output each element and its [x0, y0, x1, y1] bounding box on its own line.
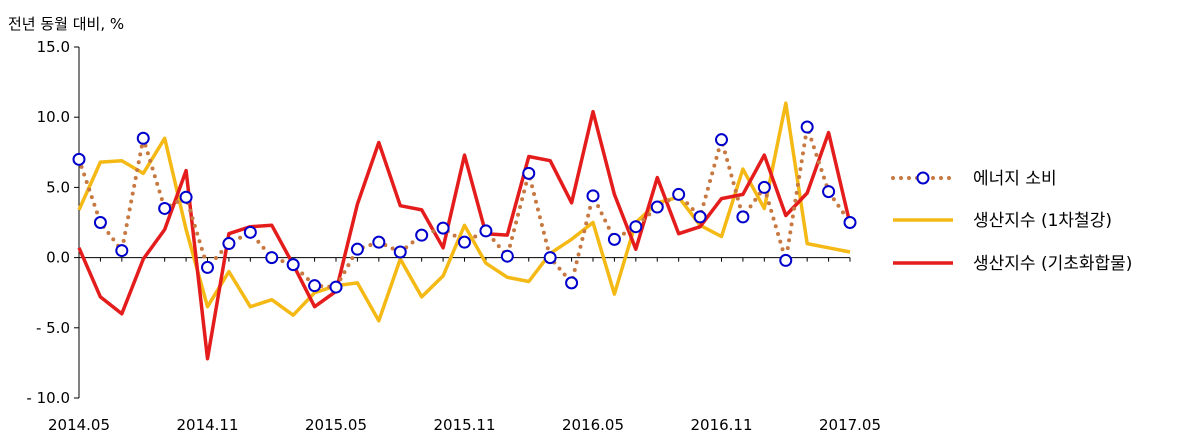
- series-point-energy: [393, 245, 407, 259]
- series-point-energy: [372, 235, 386, 249]
- series-point-energy: [329, 280, 343, 294]
- series-point-energy: [243, 225, 257, 239]
- series-point-energy: [93, 216, 107, 229]
- series-point-energy: [565, 276, 579, 290]
- series-point-energy: [522, 166, 536, 180]
- series-point-energy: [779, 253, 793, 267]
- x-tick-label: 2015.11: [433, 416, 495, 434]
- series-point-energy: [800, 120, 814, 134]
- series-point-energy: [500, 249, 514, 263]
- series-point-energy: [843, 216, 857, 229]
- legend-marker-energy: [916, 171, 930, 185]
- series-point-energy: [586, 189, 600, 203]
- series-point-energy: [222, 237, 236, 251]
- series-point-energy: [458, 235, 471, 249]
- series-point-energy: [158, 201, 172, 215]
- y-tick-label: - 5.0: [36, 319, 70, 337]
- y-unit-label: 전년 동월 대비, %: [8, 15, 124, 33]
- x-tick-label: 2015.05: [305, 416, 367, 434]
- x-tick-label: 2016.05: [562, 416, 624, 434]
- series-point-energy: [286, 258, 300, 272]
- series-line-chemical: [77, 109, 852, 361]
- y-tick-label: 5.0: [46, 178, 70, 196]
- legend-label-energy: 에너지 소비: [973, 169, 1057, 189]
- series-point-energy: [115, 244, 129, 258]
- series-point-energy: [72, 152, 86, 166]
- series-point-energy: [265, 251, 279, 265]
- x-tick-label: 2014.11: [176, 416, 238, 434]
- series-point-energy: [479, 224, 493, 238]
- series-point-energy: [308, 279, 322, 293]
- series-point-energy: [757, 180, 771, 194]
- series-point-energy: [543, 251, 557, 265]
- y-tick-label: 0.0: [46, 249, 70, 267]
- legend-label-steel: 생산지수 (1차철강): [973, 211, 1112, 231]
- x-tick-label: 2016.11: [690, 416, 752, 434]
- axes: 15.0 10.0 5.0 0.0 - 5.0 - 10.0 2014.05 2014.11 2…: [26, 38, 881, 434]
- series-point-energy: [629, 220, 643, 234]
- series-point-energy: [436, 221, 450, 235]
- series-point-energy: [136, 131, 150, 145]
- series-point-energy: [736, 210, 750, 224]
- series-line-steel: [77, 101, 851, 323]
- series-point-energy: [650, 200, 664, 214]
- x-tick-label: 2014.05: [48, 416, 110, 434]
- series-point-energy: [201, 260, 214, 274]
- series-point-energy: [350, 242, 364, 256]
- series-point-energy: [179, 190, 193, 204]
- y-tick-label: 10.0: [37, 108, 70, 126]
- x-tick-label: 2017.05: [819, 416, 881, 434]
- series-layer: [72, 101, 857, 361]
- series-point-energy: [822, 185, 836, 199]
- series-point-energy: [607, 232, 621, 246]
- y-tick-label: - 10.0: [26, 389, 70, 407]
- series-point-energy: [415, 228, 429, 242]
- series-point-energy: [715, 133, 728, 147]
- y-tick-label: 15.0: [37, 38, 70, 56]
- series-point-energy: [693, 210, 707, 224]
- legend-label-chemical: 생산지수 (기초화합물): [973, 254, 1132, 274]
- series-point-energy: [672, 187, 686, 201]
